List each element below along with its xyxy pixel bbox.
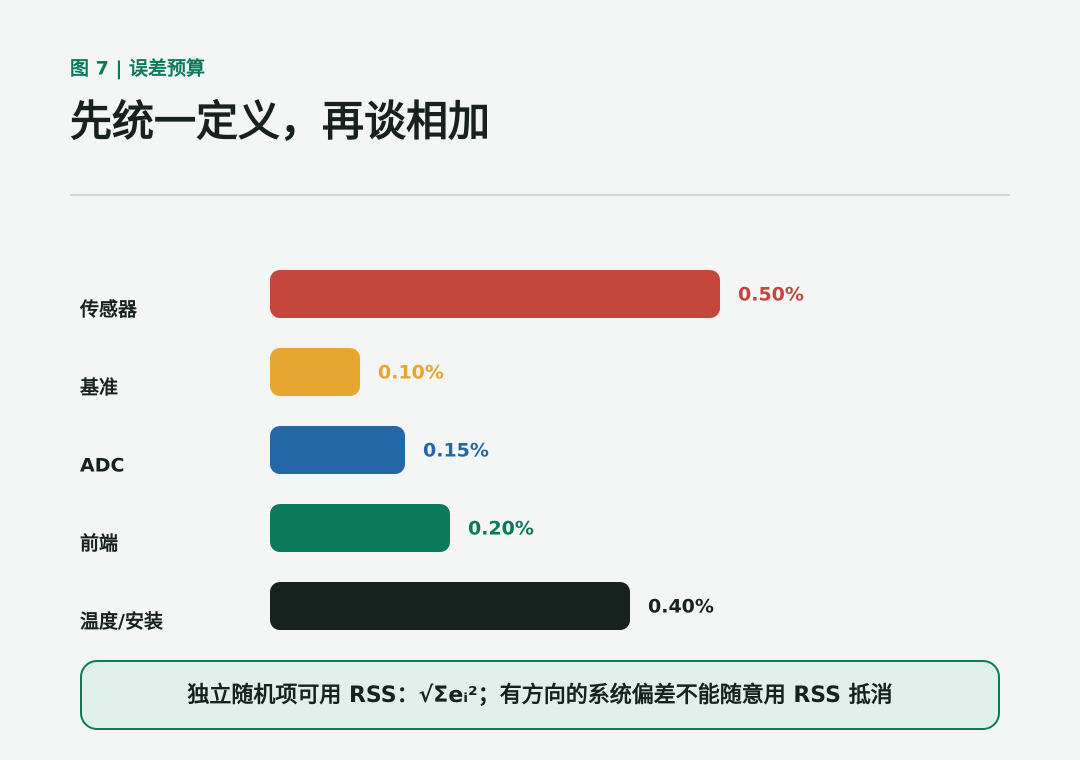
- bar: [270, 426, 405, 474]
- value-label: 0.50%: [738, 284, 804, 306]
- bar: [270, 348, 360, 396]
- value-label: 0.15%: [423, 440, 489, 462]
- category-label: 基准: [79, 376, 118, 399]
- bar: [270, 504, 450, 552]
- category-label: 传感器: [79, 298, 138, 321]
- category-label: 前端: [80, 532, 118, 555]
- value-label: 0.20%: [468, 518, 534, 540]
- note-box: [80, 660, 1000, 730]
- category-label: 温度/安装: [80, 610, 163, 633]
- value-label: 0.40%: [648, 596, 714, 618]
- bar: [270, 582, 630, 630]
- note: 独立随机项可用 RSS：√Σeᵢ²；有方向的系统偏差不能随意用 RSS 抵消: [187, 682, 892, 708]
- category-label: ADC: [80, 455, 124, 477]
- value-label: 0.10%: [378, 362, 444, 384]
- kicker: 图 7 | 误差预算: [70, 57, 205, 80]
- chart-title: 先统一定义，再谈相加: [70, 97, 490, 146]
- bar: [270, 270, 720, 318]
